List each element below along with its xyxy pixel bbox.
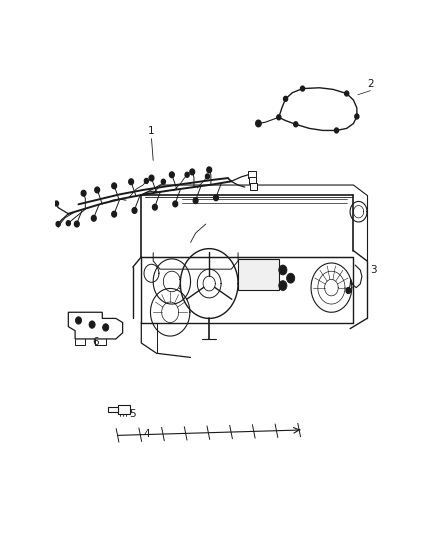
Circle shape xyxy=(335,128,339,133)
Text: 1: 1 xyxy=(148,126,155,136)
Text: 2: 2 xyxy=(367,78,374,88)
Circle shape xyxy=(132,207,137,213)
Text: 5: 5 xyxy=(130,409,136,419)
Circle shape xyxy=(95,187,99,193)
Bar xyxy=(117,406,131,414)
Text: 3: 3 xyxy=(371,265,377,276)
Text: 6: 6 xyxy=(92,337,99,347)
Circle shape xyxy=(54,201,59,206)
Bar xyxy=(248,172,256,178)
Circle shape xyxy=(129,179,134,184)
Circle shape xyxy=(81,190,86,196)
Circle shape xyxy=(92,215,96,221)
Circle shape xyxy=(277,115,281,120)
Circle shape xyxy=(279,265,287,275)
Circle shape xyxy=(74,221,79,227)
Circle shape xyxy=(346,288,351,293)
Circle shape xyxy=(256,120,261,127)
Circle shape xyxy=(214,195,219,200)
Circle shape xyxy=(294,122,298,127)
Circle shape xyxy=(173,201,178,207)
Circle shape xyxy=(300,86,304,91)
Circle shape xyxy=(152,204,157,210)
Circle shape xyxy=(355,114,359,119)
Bar xyxy=(238,259,279,290)
Circle shape xyxy=(286,273,295,283)
Circle shape xyxy=(185,172,189,177)
Circle shape xyxy=(193,198,198,204)
Circle shape xyxy=(283,96,288,101)
Text: 4: 4 xyxy=(143,430,150,440)
Bar xyxy=(108,407,118,413)
Circle shape xyxy=(345,91,349,96)
Circle shape xyxy=(190,169,194,175)
Circle shape xyxy=(112,183,117,189)
Circle shape xyxy=(75,317,81,324)
Circle shape xyxy=(112,211,117,217)
Circle shape xyxy=(102,324,109,331)
Circle shape xyxy=(279,281,287,290)
Circle shape xyxy=(66,221,71,225)
Bar xyxy=(249,177,256,184)
Circle shape xyxy=(149,175,154,181)
Circle shape xyxy=(145,179,148,183)
Circle shape xyxy=(89,321,95,328)
Circle shape xyxy=(170,172,174,177)
Circle shape xyxy=(56,222,60,227)
Circle shape xyxy=(205,174,209,179)
Circle shape xyxy=(161,179,166,184)
Bar xyxy=(250,183,257,190)
Circle shape xyxy=(207,167,212,173)
